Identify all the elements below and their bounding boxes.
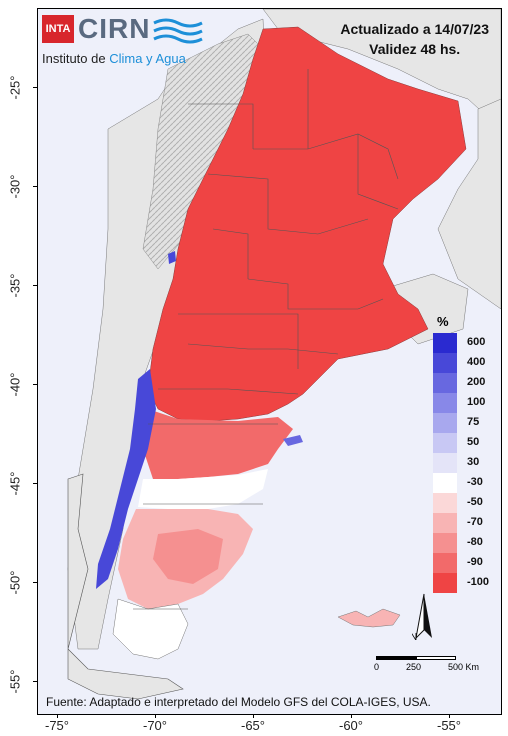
institute-highlight: Clima y Agua bbox=[109, 51, 186, 66]
region-excess-andes bbox=[96, 369, 156, 589]
legend-entry: 600 bbox=[433, 333, 495, 353]
legend-swatch bbox=[433, 493, 457, 513]
lat-tick-label: -40° bbox=[7, 372, 23, 397]
lat-tick-label: -35° bbox=[7, 273, 23, 298]
water-waves-icon bbox=[153, 18, 203, 44]
institute-name: Instituto de Clima y Agua bbox=[42, 51, 186, 66]
legend-label: -70 bbox=[467, 516, 483, 528]
lat-tick-mark bbox=[33, 483, 38, 484]
scale-label-250: 250 bbox=[406, 662, 422, 672]
legend-label: 30 bbox=[467, 456, 480, 468]
province-borders bbox=[133, 69, 399, 610]
lon-tick-label: -70° bbox=[143, 718, 167, 733]
lon-tick-label: -65° bbox=[241, 718, 265, 733]
source-note: Fuente: Adaptado e interpretado del Mode… bbox=[46, 695, 431, 709]
legend-label: 400 bbox=[467, 356, 486, 368]
update-info: Actualizado a 14/07/23 Validez 48 hs. bbox=[340, 19, 489, 59]
falkland-islands bbox=[337, 608, 401, 628]
legend-swatch bbox=[433, 333, 457, 353]
cirn-logo-text: CIRN bbox=[78, 13, 151, 44]
legend-entry: 200 bbox=[433, 373, 495, 393]
north-label: N bbox=[412, 632, 417, 642]
legend-swatch bbox=[433, 353, 457, 373]
legend-label: -90 bbox=[467, 556, 483, 568]
legend-swatch bbox=[433, 573, 457, 593]
region-neutral-band bbox=[138, 469, 268, 509]
lat-tick-mark bbox=[33, 285, 38, 286]
legend-label: 600 bbox=[467, 336, 486, 348]
lat-tick-mark bbox=[33, 87, 38, 88]
legend-entry: 75 bbox=[433, 413, 495, 433]
legend-rows: 600 400 200 100 75 50 30 -30 -50 -70 -80 -90 -100 bbox=[433, 333, 495, 593]
legend-entry: -80 bbox=[433, 533, 495, 553]
region-excess-bay bbox=[283, 435, 303, 446]
north-arrow-icon: N bbox=[412, 593, 432, 642]
logo: INTA CIRN Instituto de Clima y Agua bbox=[42, 13, 212, 71]
legend-entry: 100 bbox=[433, 393, 495, 413]
legend-entry: -100 bbox=[433, 573, 495, 593]
lon-tick-mark bbox=[57, 713, 58, 718]
legend-entry: 30 bbox=[433, 453, 495, 473]
region-deficit-south bbox=[143, 409, 293, 479]
lat-tick-label: -25° bbox=[7, 75, 23, 100]
region-excess-spot bbox=[168, 251, 176, 264]
legend-swatch bbox=[433, 533, 457, 553]
legend-label: -50 bbox=[467, 496, 483, 508]
lat-tick-mark bbox=[33, 186, 38, 187]
legend-swatch bbox=[433, 553, 457, 573]
lon-tick-mark bbox=[449, 713, 450, 718]
legend-entry: -30 bbox=[433, 473, 495, 493]
map-canvas bbox=[67, 9, 501, 700]
lon-tick-mark bbox=[351, 713, 352, 718]
land-brazil bbox=[437, 98, 501, 310]
legend-entry: -50 bbox=[433, 493, 495, 513]
lon-tick-label: -55° bbox=[437, 718, 461, 733]
inta-logo: INTA bbox=[42, 15, 74, 43]
lon-tick-label: -75° bbox=[45, 718, 69, 733]
legend-entry: 400 bbox=[433, 353, 495, 373]
scale-label-0: 0 bbox=[374, 662, 380, 672]
lon-tick-label: -60° bbox=[339, 718, 363, 733]
scale-label-500: 500 Km bbox=[448, 662, 480, 672]
legend-entry: -90 bbox=[433, 553, 495, 573]
legend-label: 100 bbox=[467, 396, 486, 408]
region-south-tip bbox=[112, 598, 189, 660]
legend-label: 200 bbox=[467, 376, 486, 388]
legend-entry: -70 bbox=[433, 513, 495, 533]
validity: Validez 48 hs. bbox=[369, 41, 461, 57]
legend-swatch bbox=[433, 433, 457, 453]
legend-label: 75 bbox=[467, 416, 480, 428]
legend-swatch bbox=[433, 453, 457, 473]
scale-bar: 0 250 500 Km bbox=[374, 656, 496, 678]
region-deficit-inner bbox=[153, 529, 223, 584]
legend-title: % bbox=[437, 314, 449, 329]
legend-label: -100 bbox=[467, 576, 490, 588]
legend-swatch bbox=[433, 473, 457, 493]
lon-tick-mark bbox=[253, 713, 254, 718]
legend: % 600 400 200 100 75 50 30 -30 -50 -70 -80 -90 -100 bbox=[433, 314, 495, 593]
lat-tick-label: -30° bbox=[7, 174, 23, 199]
lat-tick-mark bbox=[33, 582, 38, 583]
updated-date: Actualizado a 14/07/23 bbox=[340, 21, 489, 37]
lat-tick-label: -50° bbox=[7, 570, 23, 595]
legend-swatch bbox=[433, 393, 457, 413]
lat-tick-label: -55° bbox=[7, 669, 23, 694]
chile-fjords bbox=[67, 473, 184, 700]
map-frame: INTA CIRN Instituto de Clima y Agua Actu… bbox=[37, 8, 502, 715]
legend-entry: 50 bbox=[433, 433, 495, 453]
lat-tick-mark bbox=[33, 384, 38, 385]
legend-label: 50 bbox=[467, 436, 480, 448]
legend-label: -80 bbox=[467, 536, 483, 548]
legend-swatch bbox=[433, 513, 457, 533]
legend-swatch bbox=[433, 413, 457, 433]
lat-tick-mark bbox=[33, 681, 38, 682]
lat-tick-label: -45° bbox=[7, 471, 23, 496]
institute-prefix: Instituto de bbox=[42, 51, 110, 66]
legend-label: -30 bbox=[467, 476, 483, 488]
lon-tick-mark bbox=[155, 713, 156, 718]
legend-swatch bbox=[433, 373, 457, 393]
region-deficit-north bbox=[147, 26, 467, 422]
